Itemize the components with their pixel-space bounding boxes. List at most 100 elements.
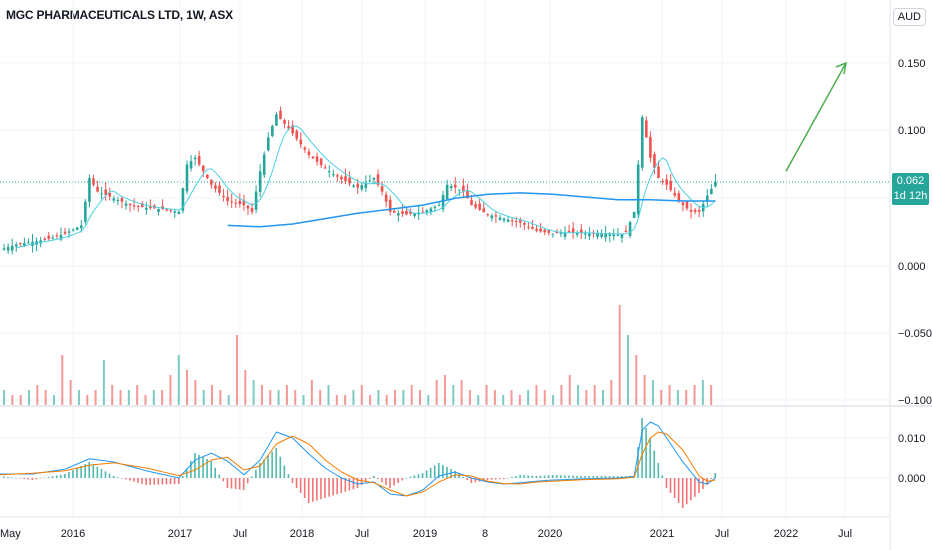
candle-body	[579, 229, 583, 234]
volume-bar	[676, 390, 679, 405]
volume-bar	[285, 385, 288, 405]
volume-bar	[69, 380, 72, 405]
macd-histogram-bar	[470, 478, 473, 483]
macd-histogram-bar	[190, 460, 192, 478]
macd-histogram-bar	[539, 475, 542, 478]
candle-body	[685, 201, 689, 209]
arrow-head	[835, 61, 847, 75]
candle-body	[149, 206, 152, 209]
macd-histogram-bar	[381, 478, 383, 482]
macd-histogram-bar	[251, 476, 253, 478]
candle-body	[441, 194, 445, 210]
candle-body	[124, 203, 128, 206]
candle-body	[79, 225, 83, 229]
volume-bar	[419, 390, 422, 405]
macd-histogram-bar	[417, 474, 420, 478]
macd-histogram-bar	[612, 476, 615, 478]
price-tick-label: 0.000	[898, 261, 926, 273]
macd-histogram-bar	[584, 476, 586, 478]
volume-bar	[344, 395, 347, 405]
macd-histogram-bar	[474, 478, 477, 483]
macd-histogram-bar	[462, 477, 464, 478]
candle-body	[275, 114, 278, 126]
volume-bar	[693, 385, 696, 405]
macd-histogram-bar	[429, 468, 432, 478]
volume-bar	[618, 305, 621, 405]
currency-button[interactable]: AUD	[892, 8, 926, 26]
candle-body	[380, 186, 384, 192]
candle-body	[128, 203, 132, 206]
candle-body	[201, 165, 205, 172]
macd-histogram-bar	[275, 448, 278, 478]
candle-body	[693, 209, 697, 212]
candle-body	[470, 199, 473, 206]
candle-body	[425, 210, 429, 213]
volume-bar	[86, 395, 89, 405]
volume-bars	[3, 305, 713, 405]
candle-body	[230, 201, 233, 203]
candle-body	[405, 210, 408, 215]
macd-histogram-bar	[503, 478, 505, 479]
macd-histogram-bar	[271, 451, 273, 478]
volume-bar	[319, 390, 322, 405]
candle-body	[539, 228, 542, 232]
macd-histogram-bar	[710, 478, 712, 479]
chart-title: MGC PHARMACEUTICALS LTD, 1W, ASX	[6, 8, 233, 22]
candle-body	[104, 189, 107, 195]
candle-body	[136, 206, 140, 208]
macd-histogram-bar	[377, 478, 379, 479]
macd-histogram-bar	[564, 475, 566, 478]
time-tick-label: 2019	[413, 528, 437, 540]
candle-body	[120, 198, 124, 202]
macd-tick-label: 0.010	[898, 433, 926, 445]
volume-bar	[77, 390, 80, 405]
volume-bar	[194, 380, 197, 405]
macd-histogram-bar	[592, 476, 595, 478]
macd-histogram-bar	[608, 476, 611, 478]
candle-body	[710, 188, 713, 195]
candle-body	[547, 230, 551, 233]
candle-body	[604, 233, 607, 238]
macd-histogram-bar	[677, 478, 680, 503]
candle-body	[705, 195, 709, 202]
candle-body	[372, 178, 376, 180]
candle-body	[23, 242, 26, 246]
candle-body	[669, 180, 673, 191]
macd-histogram-bar	[576, 475, 578, 478]
candle-body	[283, 120, 286, 124]
volume-bar	[127, 390, 130, 405]
volume-bar	[385, 395, 388, 405]
projection-arrow	[785, 61, 847, 172]
candle-body	[409, 211, 412, 214]
candle-body	[661, 181, 664, 183]
macd-histogram-bar	[311, 478, 314, 502]
macd-histogram-bar	[202, 457, 204, 478]
candle-body	[271, 125, 274, 136]
candle-body	[173, 211, 177, 213]
macd-histogram-bar	[425, 470, 428, 478]
volume-bar	[535, 385, 538, 405]
long-ma-line	[227, 192, 716, 228]
macd-histogram-bar	[486, 478, 489, 480]
candle-body	[584, 233, 587, 235]
candle-body	[596, 233, 599, 237]
time-tick-label: Jul	[838, 528, 852, 540]
volume-bar	[335, 395, 338, 405]
macd-histogram-bar	[279, 456, 282, 478]
macd-histogram-bar	[645, 428, 647, 478]
macd-histogram-bar	[368, 478, 371, 479]
macd-histogram-bar	[389, 478, 391, 488]
volume-bar	[377, 390, 380, 405]
volume-bar	[294, 390, 297, 405]
candle-body	[254, 191, 258, 210]
price-tick-label: 0.100	[898, 125, 926, 137]
volume-bar	[635, 355, 638, 405]
macd-histogram-bar	[316, 478, 318, 501]
volume-bar	[585, 390, 588, 405]
candle-body	[10, 245, 14, 251]
candle-body	[392, 210, 396, 213]
macd-panel	[0, 418, 717, 508]
macd-histogram-bar	[31, 478, 34, 480]
